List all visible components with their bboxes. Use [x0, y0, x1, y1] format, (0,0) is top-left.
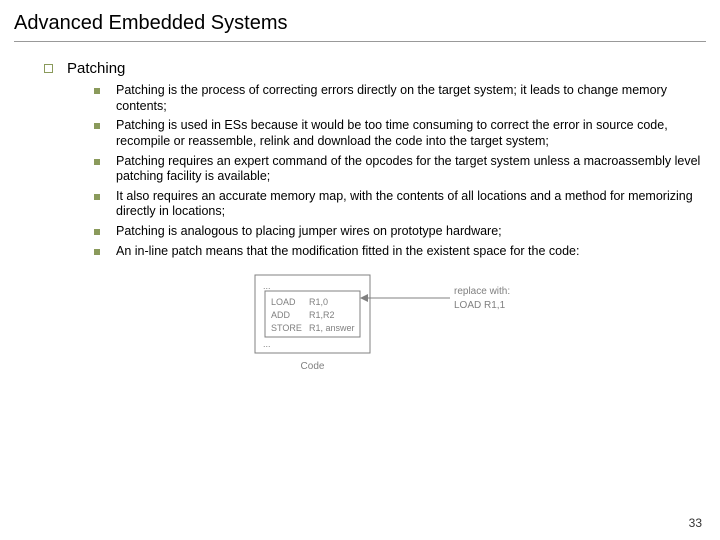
bullet-text: It also requires an accurate memory map,…: [116, 189, 706, 220]
svg-text:Code: Code: [301, 361, 325, 372]
square-bullet-icon: [94, 88, 100, 94]
svg-text:...: ...: [263, 281, 271, 291]
diagram-container: LOAD R1,0 ADD R1,R2 STORE R1, answer...... Cod…: [44, 265, 706, 380]
list-item: An in-line patch means that the modifica…: [94, 244, 706, 260]
list-item: Patching requires an expert command of t…: [94, 154, 706, 185]
bullet-text: Patching requires an expert command of t…: [116, 154, 706, 185]
bullet-text: Patching is analogous to placing jumper …: [116, 224, 502, 240]
list-item: Patching is analogous to placing jumper …: [94, 224, 706, 240]
square-bullet-icon: [94, 123, 100, 129]
page-number: 33: [689, 516, 702, 530]
svg-text:STORE: STORE: [271, 323, 302, 333]
bullet-list: Patching is the process of correcting er…: [44, 83, 706, 259]
svg-text:...: ...: [263, 339, 271, 349]
bullet-text: Patching is the process of correcting er…: [116, 83, 706, 114]
bullet-text: An in-line patch means that the modifica…: [116, 244, 579, 260]
inline-patch-diagram: LOAD R1,0 ADD R1,R2 STORE R1, answer...... Cod…: [215, 265, 535, 380]
section-label: Patching: [67, 60, 125, 77]
svg-text:LOAD R1,1: LOAD R1,1: [454, 300, 506, 311]
svg-text:LOAD: LOAD: [271, 297, 296, 307]
square-bullet-icon: [94, 194, 100, 200]
svg-text:R1,0: R1,0: [309, 297, 328, 307]
list-item: Patching is the process of correcting er…: [94, 83, 706, 114]
section-item: Patching: [44, 60, 706, 77]
bullet-text: Patching is used in ESs because it would…: [116, 118, 706, 149]
square-bullet-icon: [94, 229, 100, 235]
svg-text:replace with:: replace with:: [454, 286, 510, 297]
svg-text:ADD: ADD: [271, 310, 291, 320]
content-area: Patching Patching is the process of corr…: [14, 46, 706, 380]
svg-text:R1, answer: R1, answer: [309, 323, 355, 333]
page-title: Advanced Embedded Systems: [14, 12, 706, 42]
square-bullet-icon: [94, 159, 100, 165]
list-item: It also requires an accurate memory map,…: [94, 189, 706, 220]
hollow-square-icon: [44, 64, 53, 73]
square-bullet-icon: [94, 249, 100, 255]
svg-text:R1,R2: R1,R2: [309, 310, 335, 320]
list-item: Patching is used in ESs because it would…: [94, 118, 706, 149]
